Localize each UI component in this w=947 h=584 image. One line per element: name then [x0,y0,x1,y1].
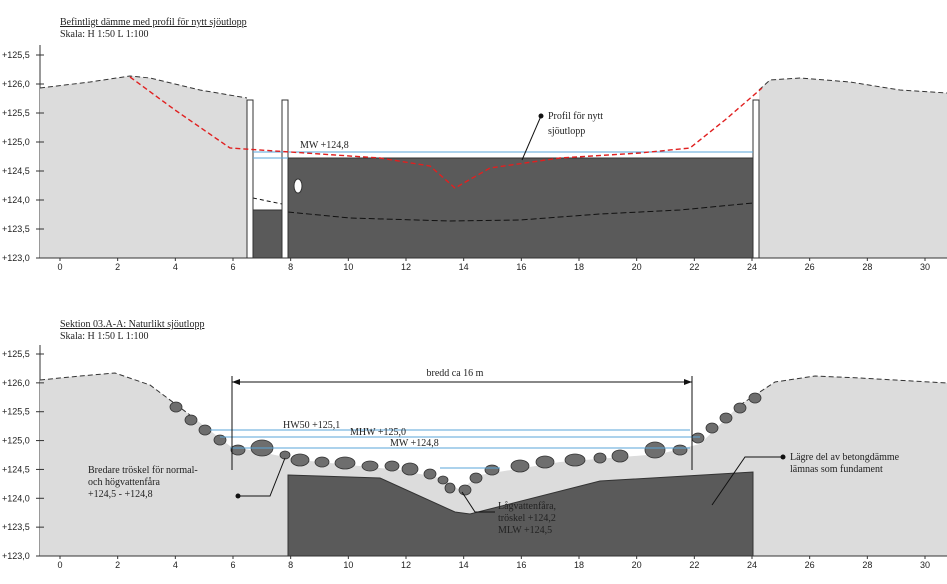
title: Befintligt dämme med profil för nytt sjö… [60,17,247,28]
x-label: 0 [57,560,62,570]
axes: +125,5 +126,0 +125,5 +125,0 +124,5 +124,0 +123… [2,50,947,570]
y-label: +123,0 [2,551,30,561]
x-label: 30 [920,262,930,272]
label: Bredare tröskel för normal- [88,465,198,476]
title: Sektion 03.A-A: Naturlikt sjöutlopp [60,319,204,330]
leader [711,456,783,506]
y-label: +124,5 [2,464,30,474]
leader [521,115,542,161]
label: bredd ca 16 m [427,368,484,379]
x-label: 28 [862,262,872,272]
new-profile [129,76,763,189]
x-label: 4 [173,560,178,570]
x-label: 18 [574,560,584,570]
gate-post [281,99,289,259]
x-label: 8 [288,262,293,272]
label: +124,5 - +124,8 [88,489,153,500]
panel-2: Sektion 03.A-A: Naturlikt sjöutlopp Skal… [39,319,947,557]
x-label: 16 [516,560,526,570]
label: Profil för nytt [548,111,603,122]
wall [752,99,760,259]
x-label: 20 [632,262,642,272]
y-label: +123,5 [2,224,30,234]
label: Lågvattenfåra, [498,501,556,512]
y-label: +126,0 [2,79,30,89]
x-label: 6 [230,262,235,272]
x-label: 2 [115,262,120,272]
opening [293,178,303,194]
gate-post [246,99,254,259]
leader [461,491,495,513]
y-label: +123,5 [2,522,30,532]
leader [238,457,286,497]
x-label: 24 [747,262,757,272]
x-label: 10 [343,262,353,272]
y-label: +124,0 [2,493,30,503]
x-label: 20 [632,560,642,570]
x-label: 0 [57,262,62,272]
bottom-line [252,197,283,205]
scale: Skala: H 1:50 L 1:100 [60,29,149,40]
panel-1: Befintligt dämme med profil för nytt sjö… [39,17,947,259]
x-label: 24 [747,560,757,570]
terrain-edge [39,372,191,416]
x-label: 14 [459,262,469,272]
x-label: 14 [459,560,469,570]
x-label: 2 [115,560,120,570]
label: lämnas som fundament [790,464,883,475]
y-label: +125,0 [2,436,30,446]
label: tröskel +124,2 [498,513,556,524]
water-body [287,157,754,259]
terrain-edge [758,77,947,94]
x-label: 4 [173,262,178,272]
x-label: 28 [862,560,872,570]
label: MLW +124,5 [498,525,552,536]
y-label: +125,5 [2,50,30,60]
terrain-left [40,76,247,258]
x-label: 12 [401,560,411,570]
terrain-edge [39,75,248,99]
y-label: +125,5 [2,407,30,417]
x-label: 22 [689,262,699,272]
terrain-edge [739,375,947,406]
x-label: 30 [920,560,930,570]
label: och högvattenfåra [88,477,160,488]
y-label: +126,0 [2,378,30,388]
x-label: 18 [574,262,584,272]
x-label: 12 [401,262,411,272]
x-label: 16 [516,262,526,272]
label: MW +124,8 [390,438,439,449]
label: HW50 +125,1 [283,420,340,431]
label: MHW +125,0 [350,427,406,438]
y-label: +123,0 [2,253,30,263]
label: sjöutlopp [548,126,585,137]
x-label: 26 [805,560,815,570]
width-dimension [231,376,693,470]
y-label: +125,5 [2,349,30,359]
bottom-line [287,202,754,222]
x-label: 6 [230,560,235,570]
water-pocket [252,209,283,259]
scale: Skala: H 1:50 L 1:100 [60,331,149,342]
y-label: +124,5 [2,166,30,176]
y-label: +125,5 [2,108,30,118]
x-label: 10 [343,560,353,570]
y-label: +124,0 [2,195,30,205]
terrain-right [759,78,947,258]
y-label: +125,0 [2,137,30,147]
x-label: 26 [805,262,815,272]
label: Lägre del av betongdämme [790,452,900,463]
x-label: 22 [689,560,699,570]
x-label: 8 [288,560,293,570]
label: MW +124,8 [300,140,349,151]
